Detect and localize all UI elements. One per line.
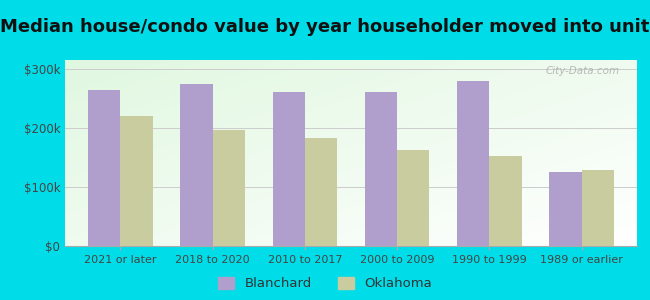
Bar [305, 138, 337, 246]
Legend: Blanchard, Oklahoma: Blanchard, Oklahoma [218, 277, 432, 290]
Bar [120, 116, 153, 246]
Bar [549, 172, 582, 246]
Bar [489, 156, 522, 246]
Bar [213, 130, 245, 246]
Bar [365, 92, 397, 246]
Text: City-Data.com: City-Data.com [546, 66, 620, 76]
Bar [582, 170, 614, 246]
Bar [457, 81, 489, 246]
Bar [272, 92, 305, 246]
Bar [397, 150, 430, 246]
Bar [180, 84, 213, 246]
Bar [88, 89, 120, 246]
Text: Median house/condo value by year householder moved into unit: Median house/condo value by year househo… [0, 18, 650, 36]
